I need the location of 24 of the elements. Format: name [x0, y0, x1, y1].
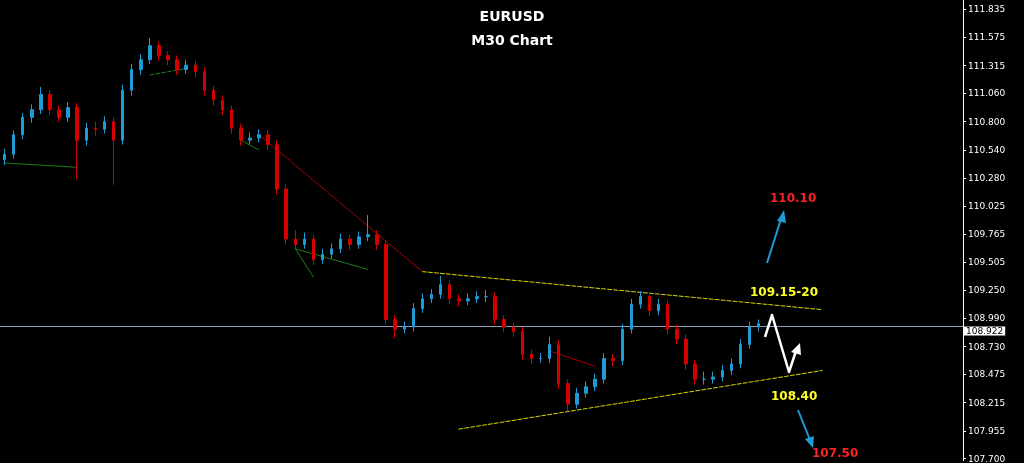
y-tick-label: 110.280: [968, 173, 1006, 184]
y-tick-label: 108.475: [968, 369, 1006, 380]
annotation: 108.40: [771, 389, 818, 403]
y-tick-label: 108.990: [968, 313, 1006, 324]
y-tick-label: 108.730: [968, 341, 1006, 352]
y-tick-label: 109.765: [968, 229, 1006, 240]
y-tick-label: 110.800: [968, 116, 1006, 127]
annotation: 110.10: [770, 191, 817, 205]
y-tick-label: 111.315: [968, 60, 1006, 71]
y-tick-label: 107.700: [968, 453, 1006, 463]
text: M30 Chart: [471, 32, 554, 48]
text: EURUSD: [479, 8, 545, 24]
annotation: 107.50: [812, 446, 859, 460]
y-tick-label: 110.540: [968, 144, 1006, 155]
y-tick-label: 109.505: [968, 257, 1006, 268]
y-tick-label: 111.575: [968, 32, 1006, 43]
annotation: 109.15-20: [750, 285, 818, 299]
y-tick-label: 108.215: [968, 397, 1006, 408]
ref-line-label: 108.922: [966, 325, 1004, 336]
y-tick-label: 109.250: [968, 285, 1006, 296]
y-tick-label: 107.955: [968, 425, 1006, 436]
y-tick-label: 111.060: [968, 88, 1006, 99]
y-tick-label: 111.835: [968, 4, 1006, 15]
y-tick-label: 110.025: [968, 200, 1006, 211]
